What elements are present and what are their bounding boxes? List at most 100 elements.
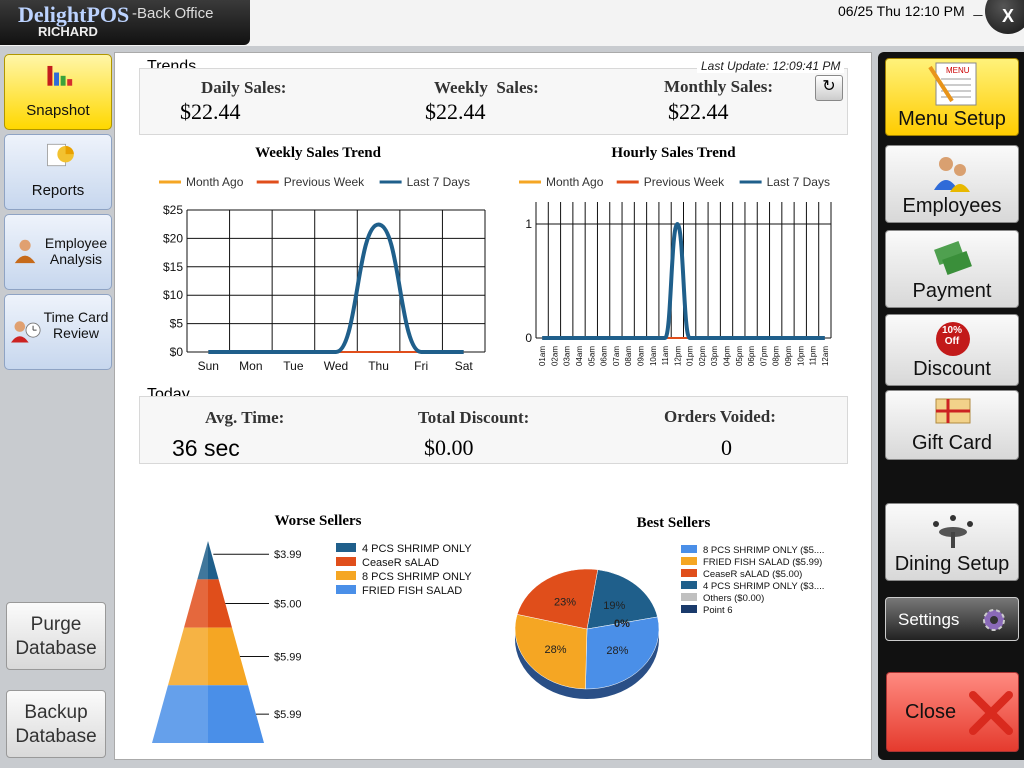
payment-button[interactable]: Payment — [885, 230, 1019, 308]
pyramid-label: $5.99 — [274, 651, 302, 663]
y-tick-label: $5 — [170, 317, 184, 331]
pyramid-label: $5.99 — [274, 709, 302, 721]
orders-voided-value: 0 — [721, 435, 732, 460]
y-tick-label: 0 — [525, 331, 532, 345]
x-tick-label: 10pm — [796, 346, 805, 366]
nav-snapshot[interactable]: Snapshot — [4, 54, 112, 130]
series-line — [208, 222, 464, 354]
menu-setup-button[interactable]: MENU Menu Setup — [885, 58, 1019, 136]
legend-label: Last 7 Days — [767, 175, 830, 189]
legend-swatch — [681, 593, 697, 601]
reports-icon — [47, 143, 74, 167]
y-tick-label: $0 — [170, 345, 184, 359]
y-tick-label: $20 — [163, 231, 183, 245]
pie-slice — [585, 616, 660, 690]
nav-time-card-review-label: Time Card Review — [43, 309, 109, 341]
y-tick-label: $15 — [163, 260, 183, 274]
gift-card-button[interactable]: Gift Card — [885, 390, 1019, 460]
employees-label: Employees — [902, 195, 1002, 217]
settings-label: Settings — [898, 610, 960, 629]
discount-label: Discount — [913, 358, 991, 380]
weekly-sales-chart: Month Ago Previous Week Last 7 Days $0 $5 $10… — [159, 175, 486, 373]
avg-time-label: Avg. Time: — [205, 408, 285, 427]
x-tick-label: 12pm — [673, 346, 682, 366]
refresh-button[interactable]: ↻ — [815, 75, 843, 101]
x-tick-label: Tue — [283, 359, 304, 373]
pyramid-segment — [208, 579, 233, 628]
pie-slice-label: 28% — [544, 644, 566, 656]
legend-swatch — [336, 571, 356, 580]
weekly-chart-title: Weekly Sales Trend — [255, 145, 381, 161]
x-tick-label: 11pm — [809, 346, 818, 366]
datetime-display: 06/25 Thu 12:10 PM — [838, 3, 965, 19]
window-close-button[interactable]: X — [985, 0, 1024, 34]
y-tick-label: 1 — [525, 217, 532, 231]
weekly-sales-value: $22.44 — [425, 99, 486, 124]
y-tick-label: $10 — [163, 288, 183, 302]
x-tick-label: Sun — [198, 359, 219, 373]
close-icon: X — [1001, 6, 1014, 26]
x-tick-label: 04pm — [723, 346, 732, 366]
nav-snapshot-label: Snapshot — [26, 102, 90, 119]
payment-label: Payment — [912, 280, 992, 302]
close-button[interactable]: Close — [886, 672, 1019, 752]
legend-label: FRIED FISH SALAD ($5.99) — [703, 557, 822, 568]
x-tick-label: Thu — [368, 359, 389, 373]
nav-time-card-review[interactable]: Time Card Review — [4, 294, 112, 370]
x-tick-label: 07am — [612, 346, 621, 366]
x-tick-label: 02am — [550, 346, 559, 366]
avg-time-value: 36 sec — [172, 435, 240, 461]
menu-icon: MENU — [928, 62, 977, 106]
best-sellers-title: Best Sellers — [636, 515, 711, 531]
close-x-icon — [969, 691, 1013, 735]
x-tick-label: 01pm — [686, 346, 695, 366]
refresh-icon: ↻ — [822, 78, 836, 95]
x-tick-label: 03pm — [710, 346, 719, 366]
legend-label: 4 PCS SHRIMP ONLY ($3.... — [703, 581, 824, 592]
nav-employee-analysis-label: Employee Analysis — [44, 235, 108, 267]
x-tick-label: 10am — [649, 346, 658, 366]
nav-employee-analysis[interactable]: Employee Analysis — [4, 214, 112, 290]
pyramid-segment — [208, 627, 249, 686]
x-tick-label: 08am — [624, 346, 633, 366]
legend-label: Month Ago — [546, 175, 604, 189]
pie-slice — [586, 569, 658, 630]
legend-swatch — [681, 605, 697, 613]
dining-setup-button[interactable]: Dining Setup — [885, 503, 1019, 581]
weekly-sales-label: Weekly Sales: — [434, 78, 539, 97]
legend-label: Others ($0.00) — [703, 593, 764, 604]
backup-database-button[interactable]: Backup Database — [6, 690, 106, 758]
dining-icon — [933, 515, 973, 548]
minimize-button[interactable]: _ — [973, 0, 983, 17]
legend-label: 8 PCS SHRIMP ONLY ($5.... — [703, 545, 824, 556]
pyramid-segment — [208, 685, 264, 743]
monthly-sales-label: Monthly Sales: — [664, 77, 774, 96]
employee-icon — [14, 239, 36, 264]
employees-icon — [934, 157, 970, 192]
settings-button[interactable]: Settings — [885, 597, 1019, 641]
daily-sales-label: Daily Sales: — [201, 78, 287, 97]
bar-chart-icon — [47, 65, 73, 86]
nav-reports[interactable]: Reports — [4, 134, 112, 210]
total-discount-label: Total Discount: — [418, 408, 530, 427]
user-name: RICHARD — [38, 24, 98, 39]
trends-group — [139, 68, 848, 135]
x-tick-label: 05am — [587, 346, 596, 366]
gift-card-label: Gift Card — [911, 432, 993, 454]
pyramid-segment — [152, 685, 208, 743]
discount-badge: 10% Off — [941, 325, 962, 347]
purge-database-button[interactable]: Purge Database — [6, 602, 106, 670]
x-tick-label: 02pm — [698, 346, 707, 366]
x-tick-label: 12am — [821, 346, 830, 366]
legend-label: FRIED FISH SALAD — [362, 585, 462, 597]
x-tick-label: 03am — [563, 346, 572, 366]
x-tick-label: 01am — [538, 346, 547, 366]
x-tick-label: 11am — [661, 346, 670, 366]
legend-swatch — [681, 545, 697, 553]
discount-icon — [936, 322, 970, 356]
employees-button[interactable]: Employees — [885, 145, 1019, 223]
x-tick-label: 06pm — [747, 346, 756, 366]
x-tick-label: 09am — [636, 346, 645, 366]
discount-button[interactable]: 10% Off Discount — [885, 314, 1019, 386]
brand-name: DelightPOS — [18, 2, 130, 27]
